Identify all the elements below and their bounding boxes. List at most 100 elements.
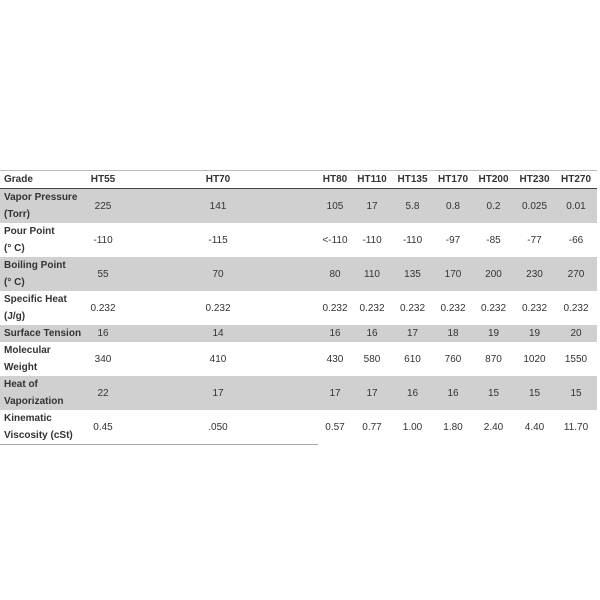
value-cell: 170 bbox=[433, 257, 473, 291]
value-cell: 17 bbox=[352, 188, 392, 223]
header-cell: Grade bbox=[0, 170, 88, 189]
label-line: (° C) bbox=[4, 277, 25, 288]
label-line: (° C) bbox=[4, 243, 25, 254]
value-cell: -110 bbox=[402, 234, 423, 246]
value-cell: 0.77 bbox=[362, 421, 382, 433]
table-row: Boiling Point (° C) 55 70 80 110 135 170 200 230 2… bbox=[0, 257, 597, 291]
value-cell: -77 bbox=[527, 234, 542, 246]
row-label: Kinematic Viscosity (cSt) bbox=[0, 410, 88, 445]
value-cell: 0.57 bbox=[325, 421, 345, 433]
row-label: Heat of Vaporization bbox=[0, 376, 88, 410]
value-cell: 17 bbox=[118, 376, 318, 410]
label-line: Molecular Weight bbox=[4, 345, 51, 373]
value-cell: 0.232 bbox=[563, 302, 589, 314]
value-cell: 0.232 bbox=[521, 302, 548, 314]
value-cell: 610 bbox=[404, 353, 421, 365]
label-line: Viscosity (cSt) bbox=[4, 430, 73, 441]
label-line: (J/g) bbox=[4, 311, 26, 322]
label-line: Surface Tension bbox=[4, 328, 82, 339]
value-cell: 0.232 bbox=[440, 302, 466, 314]
value-cell: 135 bbox=[392, 257, 433, 291]
row-label: Vapor Pressure (Torr) bbox=[0, 188, 88, 223]
label-line: Pour Point bbox=[4, 226, 55, 237]
value-cell: 270 bbox=[555, 257, 597, 291]
value-cell: 0.232 bbox=[90, 302, 116, 314]
value-cell: 16 bbox=[392, 376, 433, 410]
value-cell: 16 bbox=[433, 376, 473, 410]
value-cell: 0.01 bbox=[555, 188, 597, 223]
row-label: Boiling Point (° C) bbox=[0, 257, 88, 291]
value-cell: 16 bbox=[318, 325, 352, 342]
label-line: Heat of bbox=[4, 379, 38, 390]
value-cell: 4.40 bbox=[524, 421, 545, 433]
value-cell: 340 bbox=[94, 353, 112, 365]
value-cell: 0.025 bbox=[514, 188, 555, 223]
value-cell: 15 bbox=[514, 376, 555, 410]
value-cell: 0.45 bbox=[88, 410, 118, 445]
label-line: Vaporization bbox=[4, 396, 64, 407]
value-cell: 1550 bbox=[564, 353, 588, 365]
header-cell: HT110 bbox=[352, 170, 392, 189]
label-line: Vapor Pressure bbox=[4, 192, 78, 203]
value-cell: 1020 bbox=[523, 353, 546, 365]
value-cell: 11.70 bbox=[563, 421, 589, 433]
value-cell: 16 bbox=[88, 325, 118, 342]
row-label: Molecular Weight bbox=[0, 342, 88, 376]
value-cell: 430 bbox=[326, 353, 344, 365]
value-cell: 105 bbox=[318, 188, 352, 223]
value-cell: 19 bbox=[514, 325, 555, 342]
value-cell: 18 bbox=[433, 325, 473, 342]
value-cell: -85 bbox=[486, 234, 501, 246]
label-line: Kinematic bbox=[4, 413, 52, 424]
row-label: Pour Point (° C) bbox=[0, 223, 88, 257]
properties-table: Grade HT55 HT70 HT80 HT110 HT135 HT170 HT200 HT2… bbox=[0, 170, 597, 445]
value-cell: 17 bbox=[318, 376, 352, 410]
value-cell: 200 bbox=[473, 257, 514, 291]
table-body: Vapor Pressure (Torr) 225 141 105 17 5.8 0.8 0.2… bbox=[0, 188, 597, 445]
value-cell: -66 bbox=[568, 234, 584, 246]
value-cell: 0.232 bbox=[399, 302, 426, 314]
value-cell: 19 bbox=[473, 325, 514, 342]
value-cell: -97 bbox=[445, 234, 461, 246]
value-cell: 141 bbox=[118, 188, 318, 223]
value-cell: 20 bbox=[555, 325, 597, 342]
value-cell: 0.8 bbox=[433, 188, 473, 223]
table-row: Vapor Pressure (Torr) 225 141 105 17 5.8 0.8 0.2… bbox=[0, 188, 597, 223]
value-cell: 5.8 bbox=[392, 188, 433, 223]
label-line: Specific Heat bbox=[4, 294, 67, 305]
value-cell: -110 bbox=[93, 234, 113, 246]
value-cell: 870 bbox=[485, 353, 502, 365]
value-cell: 1.80 bbox=[443, 421, 463, 433]
value-cell: 55 bbox=[88, 257, 118, 291]
header-row: Grade HT55 HT70 HT80 HT110 HT135 HT170 HT200 HT2… bbox=[0, 170, 597, 189]
value-cell: 17 bbox=[392, 325, 433, 342]
header-cell: HT135 bbox=[392, 170, 433, 189]
value-cell: 580 bbox=[363, 353, 381, 365]
value-cell: 230 bbox=[514, 257, 555, 291]
value-cell: 22 bbox=[88, 376, 118, 410]
label-line: (Torr) bbox=[4, 209, 30, 220]
table-row: Kinematic Viscosity (cSt) 0.45.050 0.57 0.77… bbox=[0, 410, 597, 445]
value-cell: 80 bbox=[318, 257, 352, 291]
header-cell: HT170 bbox=[433, 170, 473, 189]
value-cell: 15 bbox=[555, 376, 597, 410]
label-line: Boiling Point bbox=[4, 260, 66, 271]
value-cell: 0.2 bbox=[473, 188, 514, 223]
table-row: Molecular Weight 340 410 430 580 610 760 870 102… bbox=[0, 342, 597, 376]
value-cell: 70 bbox=[118, 257, 318, 291]
value-cell: 16 bbox=[352, 325, 392, 342]
value-cell: 0.232 bbox=[480, 302, 507, 314]
header-cell: HT70 bbox=[118, 170, 318, 189]
value-cell: 225 bbox=[88, 188, 118, 223]
row-label: Surface Tension bbox=[0, 325, 88, 342]
value-cell: 0.232 bbox=[205, 302, 231, 314]
value-cell: 410 bbox=[209, 353, 227, 365]
header-cell: HT200 bbox=[473, 170, 514, 189]
value-cell: 0.232 bbox=[359, 302, 385, 314]
value-cell: 17 bbox=[352, 376, 392, 410]
value-cell: 0.232 bbox=[322, 302, 348, 314]
value-cell: 760 bbox=[444, 353, 462, 365]
value-cell: -115 bbox=[208, 234, 228, 246]
value-cell: 2.40 bbox=[483, 421, 504, 433]
